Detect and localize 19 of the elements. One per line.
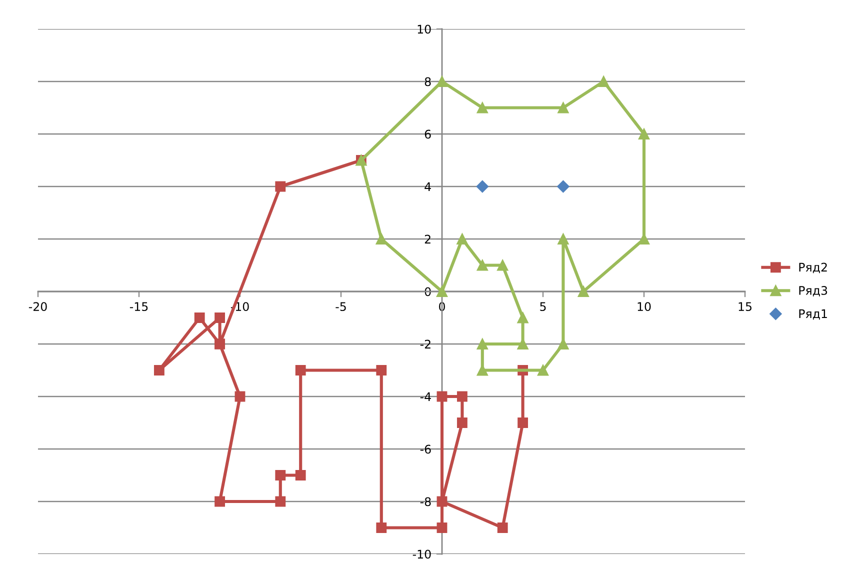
y-tick-label: 2 [424, 234, 430, 244]
y-tick-label: -10 [412, 550, 431, 559]
x-tick-label: -20 [28, 302, 47, 312]
x-tick-label: -15 [130, 302, 148, 312]
x-tick-label: 10 [638, 302, 651, 312]
y-tick-label: 8 [424, 77, 431, 86]
y-tick-label: 6 [424, 130, 431, 139]
legend-label: Ряд2 [799, 262, 827, 274]
legend-label: Ряд1 [799, 309, 827, 320]
x-tick-label: 5 [540, 302, 546, 312]
y-tick-label: -8 [420, 497, 431, 506]
y-tick-label: -2 [420, 340, 430, 348]
legend-label: Ряд3 [799, 286, 828, 296]
y-tick-label: -4 [420, 392, 431, 401]
y-tick-label: 4 [424, 182, 431, 191]
y-tick-label: 10 [418, 24, 431, 34]
y-tick-label: -6 [420, 444, 431, 454]
x-tick-label: -5 [336, 302, 346, 312]
x-tick-label: 15 [738, 302, 752, 312]
